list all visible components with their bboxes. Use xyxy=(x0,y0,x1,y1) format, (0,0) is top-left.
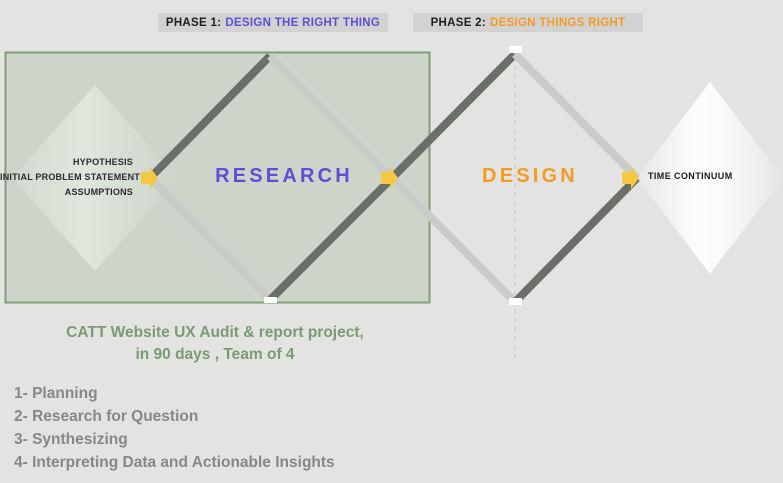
initial-inputs-label-group: HYPOTHESIS INITIAL PROBLEM STATEMENT ASS… xyxy=(0,155,140,200)
phase-2-banner: PHASE 2: DESIGN THINGS RIGHT xyxy=(413,13,643,32)
list-item: 4- Interpreting Data and Actionable Insi… xyxy=(14,454,335,471)
diamond2-converge-bottom xyxy=(512,175,640,305)
phase-2-number: PHASE 2: xyxy=(430,16,487,29)
arrow-marker-output xyxy=(622,167,639,189)
project-title-line-2: in 90 days , Team of 4 xyxy=(135,346,295,363)
diamond2-top-vertex-cap xyxy=(509,46,522,53)
phase-1-title: DESIGN THE RIGHT THING xyxy=(225,16,381,29)
phase-1-banner: PHASE 1: DESIGN THE RIGHT THING xyxy=(158,13,388,32)
diamond1-converge-bottom xyxy=(267,175,395,303)
project-title: CATT Website UX Audit & report project, … xyxy=(20,322,410,366)
diamond2-diverge-bottom xyxy=(389,175,518,305)
list-item: 2- Research for Question xyxy=(14,408,199,425)
label-hypothesis: HYPOTHESIS xyxy=(72,157,133,167)
list-item: 3- Synthesizing xyxy=(14,431,128,448)
diamond1-diverge-bottom xyxy=(147,175,273,303)
arrow-marker-input xyxy=(141,167,158,189)
project-title-line-1: CATT Website UX Audit & report project, xyxy=(66,324,364,341)
stage-label-design: DESIGN xyxy=(482,165,578,187)
process-step-list: 1- Planning 2- Research for Question 3- … xyxy=(14,382,614,474)
phase-1-scope-rect xyxy=(4,51,431,304)
diamond2-converge-top xyxy=(512,51,640,181)
label-time-continuum: TIME CONTINUUM xyxy=(648,171,733,181)
diamond2-diverge-top xyxy=(389,51,518,181)
diamond2-bottom-vertex-cap xyxy=(509,298,522,305)
diamond1-converge-top xyxy=(267,53,395,181)
phase-1-number: PHASE 1: xyxy=(165,16,222,29)
diamond1-bottom-vertex-cap xyxy=(264,297,277,303)
right-soft-diamond xyxy=(637,82,783,274)
phase-2-title: DESIGN THINGS RIGHT xyxy=(490,16,626,29)
stage-label-research: RESEARCH xyxy=(215,165,353,187)
diamond1-diverge-top xyxy=(147,53,273,181)
label-assumptions: ASSUMPTIONS xyxy=(64,187,133,197)
arrow-marker-midpoint xyxy=(381,167,398,189)
list-item: 1- Planning xyxy=(14,385,98,402)
left-soft-diamond xyxy=(12,85,178,271)
label-initial-problem-statement: INITIAL PROBLEM STATEMENT xyxy=(0,172,140,182)
